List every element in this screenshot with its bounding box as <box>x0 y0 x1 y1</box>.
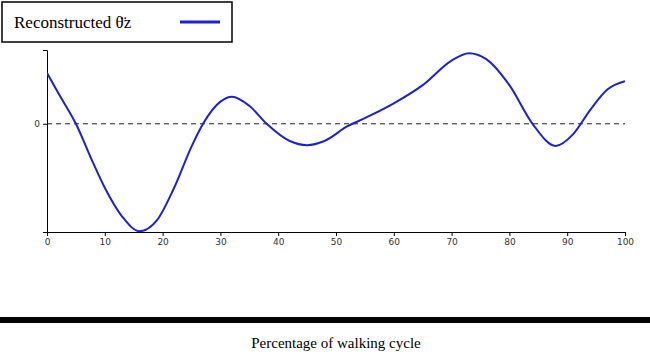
x-tick-mark <box>567 232 568 236</box>
x-tick-label: 80 <box>504 237 516 247</box>
grid-line <box>47 123 625 124</box>
x-tick: 10 <box>100 232 112 247</box>
x-tick-label: 10 <box>100 237 112 247</box>
x-tick-label: 50 <box>331 237 343 247</box>
x-tick: 70 <box>446 232 458 247</box>
x-tick-mark <box>163 232 164 236</box>
grid <box>47 123 625 124</box>
x-axis: 0 10 20 30 40 50 60 70 80 90 100 <box>45 232 635 247</box>
ground <box>0 317 650 323</box>
y-axis: 0 <box>34 51 47 233</box>
x-tick-label: 90 <box>562 237 574 247</box>
x-tick-mark <box>625 232 626 236</box>
legend-swatch <box>180 21 220 24</box>
x-tick: 80 <box>504 232 516 247</box>
x-tick: 30 <box>215 232 227 247</box>
y-tick-label: 0 <box>34 119 40 129</box>
x-tick-mark <box>509 232 510 236</box>
x-tick-label: 20 <box>157 237 169 247</box>
x-tick: 20 <box>157 232 169 247</box>
x-tick-label: 0 <box>45 237 51 247</box>
x-tick-mark <box>452 232 453 236</box>
x-tick: 60 <box>389 232 401 247</box>
x-tick-mark <box>220 232 221 236</box>
x-tick-label: 40 <box>273 237 285 247</box>
x-tick: 40 <box>273 232 285 247</box>
x-tick: 0 <box>45 232 51 247</box>
x-tick-mark <box>278 232 279 236</box>
legend: Reconstructed θ̈z <box>2 2 232 42</box>
x-axis-title: Percentage of walking cycle <box>251 335 421 351</box>
x-tick-label: 100 <box>617 237 634 247</box>
x-tick-mark <box>336 232 337 236</box>
line <box>47 53 625 231</box>
x-tick-label: 30 <box>215 237 227 247</box>
x-tick-mark <box>394 232 395 236</box>
x-tick-label: 70 <box>446 237 458 247</box>
y-tick: 0 <box>34 119 47 129</box>
legend-box <box>2 2 232 42</box>
x-tick-mark <box>105 232 106 236</box>
x-tick: 50 <box>331 232 343 247</box>
chart: 0 10 20 30 40 50 60 70 80 90 100 0 Reconstructed θ̈z… <box>0 0 650 360</box>
y-axis-line <box>43 51 48 233</box>
legend-label: Reconstructed θ̈z <box>14 13 132 32</box>
x-tick: 90 <box>562 232 574 247</box>
y-tick-mark <box>43 124 47 125</box>
x-axis-line <box>48 233 626 237</box>
x-tick: 100 <box>617 232 634 247</box>
x-tick-label: 60 <box>389 237 401 247</box>
plot-area <box>47 53 625 231</box>
